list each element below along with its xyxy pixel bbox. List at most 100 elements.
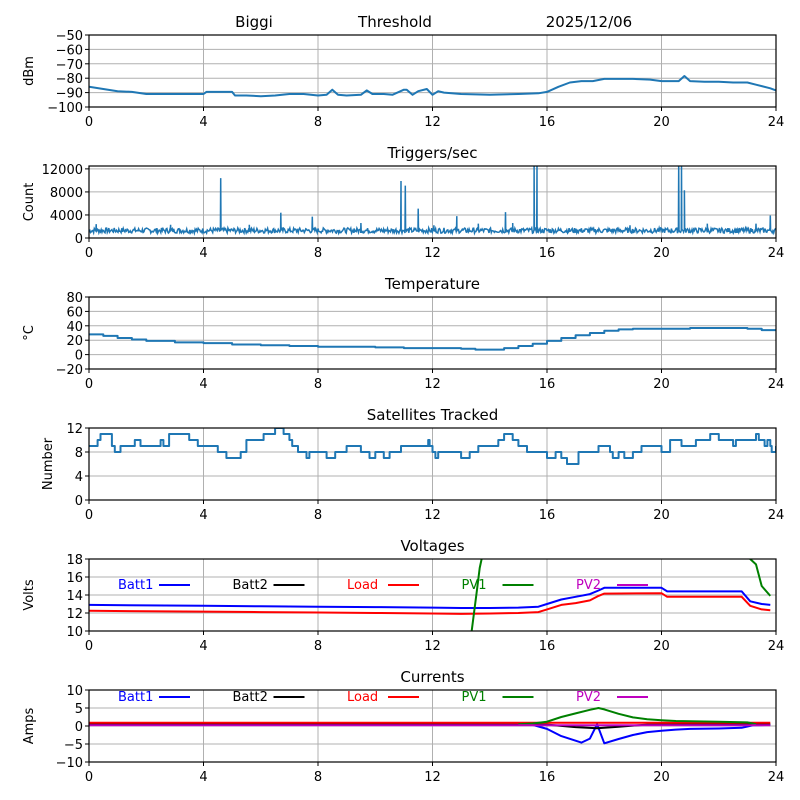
y-tick-label: 16: [66, 571, 83, 586]
header-mode: Threshold: [357, 13, 432, 31]
x-tick-label: 20: [653, 246, 670, 261]
x-tick-label: 0: [85, 377, 93, 392]
x-tick-label: 16: [539, 508, 556, 523]
x-tick-label: 12: [424, 770, 441, 785]
y-tick-label: 4: [75, 470, 83, 485]
y-tick-label: −20: [56, 363, 83, 378]
triggers-title: Triggers/sec: [387, 144, 478, 162]
satellites-ylabel: Number: [41, 437, 56, 490]
x-tick-label: 16: [539, 377, 556, 392]
voltages-panel: Voltages Volts 0 4 8 12 16 20 24 10 12 14 16 18 Batt1 B…: [22, 537, 784, 654]
x-tick-label: 8: [314, 246, 322, 261]
y-tick-label: −70: [56, 58, 83, 73]
y-tick-label: −100: [47, 101, 83, 116]
y-tick-label: 10: [66, 684, 83, 699]
x-tick-label: 24: [768, 246, 785, 261]
x-tick-label: 20: [653, 770, 670, 785]
temperature-series-temperature: [89, 327, 776, 351]
satellites-title: Satellites Tracked: [367, 406, 498, 424]
x-tick-label: 4: [199, 639, 207, 654]
header-date: 2025/12/06: [546, 13, 632, 31]
x-tick-label: 12: [424, 246, 441, 261]
voltages-ylabel: Volts: [22, 579, 37, 611]
signal-ylabel: dBm: [22, 56, 37, 86]
currents-ylabel: Amps: [22, 707, 37, 744]
temperature-axes-frame: [88, 296, 777, 370]
x-tick-label: 24: [768, 770, 785, 785]
x-tick-label: 24: [768, 508, 785, 523]
x-tick-label: 24: [768, 115, 785, 130]
header-station: Biggi: [235, 13, 273, 31]
x-tick-label: 24: [768, 639, 785, 654]
x-tick-label: 4: [199, 770, 207, 785]
x-tick-label: 16: [539, 246, 556, 261]
temperature-ylabel: °C: [22, 325, 37, 341]
currents-series-pv1: [518, 707, 757, 726]
satellites-panel: Satellites Tracked Number 0 4 8 12 16 20 24 0 4 8 12: [41, 406, 784, 523]
y-tick-label: 80: [66, 291, 83, 306]
x-tick-label: 20: [653, 639, 670, 654]
x-tick-label: 12: [424, 639, 441, 654]
x-tick-label: 8: [314, 639, 322, 654]
x-tick-label: 0: [85, 115, 93, 130]
y-tick-label: 10: [66, 625, 83, 640]
y-tick-label: 12: [66, 607, 83, 622]
legend-label-pv1: PV1: [462, 578, 487, 593]
legend-label-pv1: PV1: [462, 690, 487, 705]
legend-label-batt1: Batt1: [118, 690, 153, 705]
x-tick-label: 8: [314, 377, 322, 392]
y-tick-label: 20: [66, 334, 83, 349]
x-tick-label: 16: [539, 639, 556, 654]
voltages-plot-area: [89, 559, 772, 631]
currents-series-batt1: [89, 723, 771, 745]
triggers-panel: Triggers/sec Count 0 4 8 12 16 20 24 0 4000 8000 120…: [22, 144, 784, 261]
voltages-axes-frame: [88, 558, 777, 632]
signal-axes-frame: [88, 34, 777, 108]
x-tick-label: 0: [85, 246, 93, 261]
x-tick-label: 12: [424, 115, 441, 130]
y-tick-label: −50: [56, 29, 83, 44]
triggers-ylabel: Count: [22, 183, 37, 222]
x-tick-label: 4: [199, 115, 207, 130]
legend-label-pv2: PV2: [576, 690, 601, 705]
voltages-series-pv1: [470, 559, 772, 631]
voltages-series-load: [89, 592, 771, 615]
legend-label-batt1: Batt1: [118, 578, 153, 593]
y-tick-label: 0: [75, 720, 83, 735]
signal-panel: dBm 0 4 8 12 16 20 24 −100−90−80−70−60−50: [22, 29, 784, 130]
y-tick-label: −80: [56, 72, 83, 87]
x-tick-label: 20: [653, 115, 670, 130]
y-tick-label: 12: [66, 422, 83, 437]
x-tick-label: 20: [653, 508, 670, 523]
satellites-series-satellites: [89, 428, 776, 465]
y-tick-label: −90: [56, 87, 83, 102]
y-tick-label: 0: [75, 349, 83, 364]
y-tick-label: 18: [66, 553, 83, 568]
voltages-title: Voltages: [400, 537, 464, 555]
triggers-line: [89, 166, 776, 236]
y-tick-label: 60: [66, 305, 83, 320]
x-tick-label: 16: [539, 770, 556, 785]
legend-label-batt2: Batt2: [233, 578, 268, 593]
x-tick-label: 12: [424, 377, 441, 392]
x-tick-label: 20: [653, 377, 670, 392]
temperature-title: Temperature: [384, 275, 480, 293]
y-tick-label: 0: [75, 232, 83, 247]
y-tick-label: 14: [66, 589, 83, 604]
legend-label-load: Load: [347, 690, 378, 705]
y-tick-label: 40: [66, 320, 83, 335]
currents-plot-area: [89, 707, 771, 745]
voltages-series-batt1: [89, 586, 771, 609]
triggers-axes-frame: [88, 165, 777, 239]
y-tick-label: 8000: [50, 186, 83, 201]
signal-series-signal: [89, 75, 776, 98]
x-tick-label: 24: [768, 377, 785, 392]
satellites-axes-frame: [88, 427, 777, 501]
signal-plot-area: [89, 75, 776, 98]
x-tick-label: 0: [85, 639, 93, 654]
x-tick-label: 12: [424, 508, 441, 523]
x-tick-label: 16: [539, 115, 556, 130]
y-tick-label: 12000: [42, 163, 83, 178]
